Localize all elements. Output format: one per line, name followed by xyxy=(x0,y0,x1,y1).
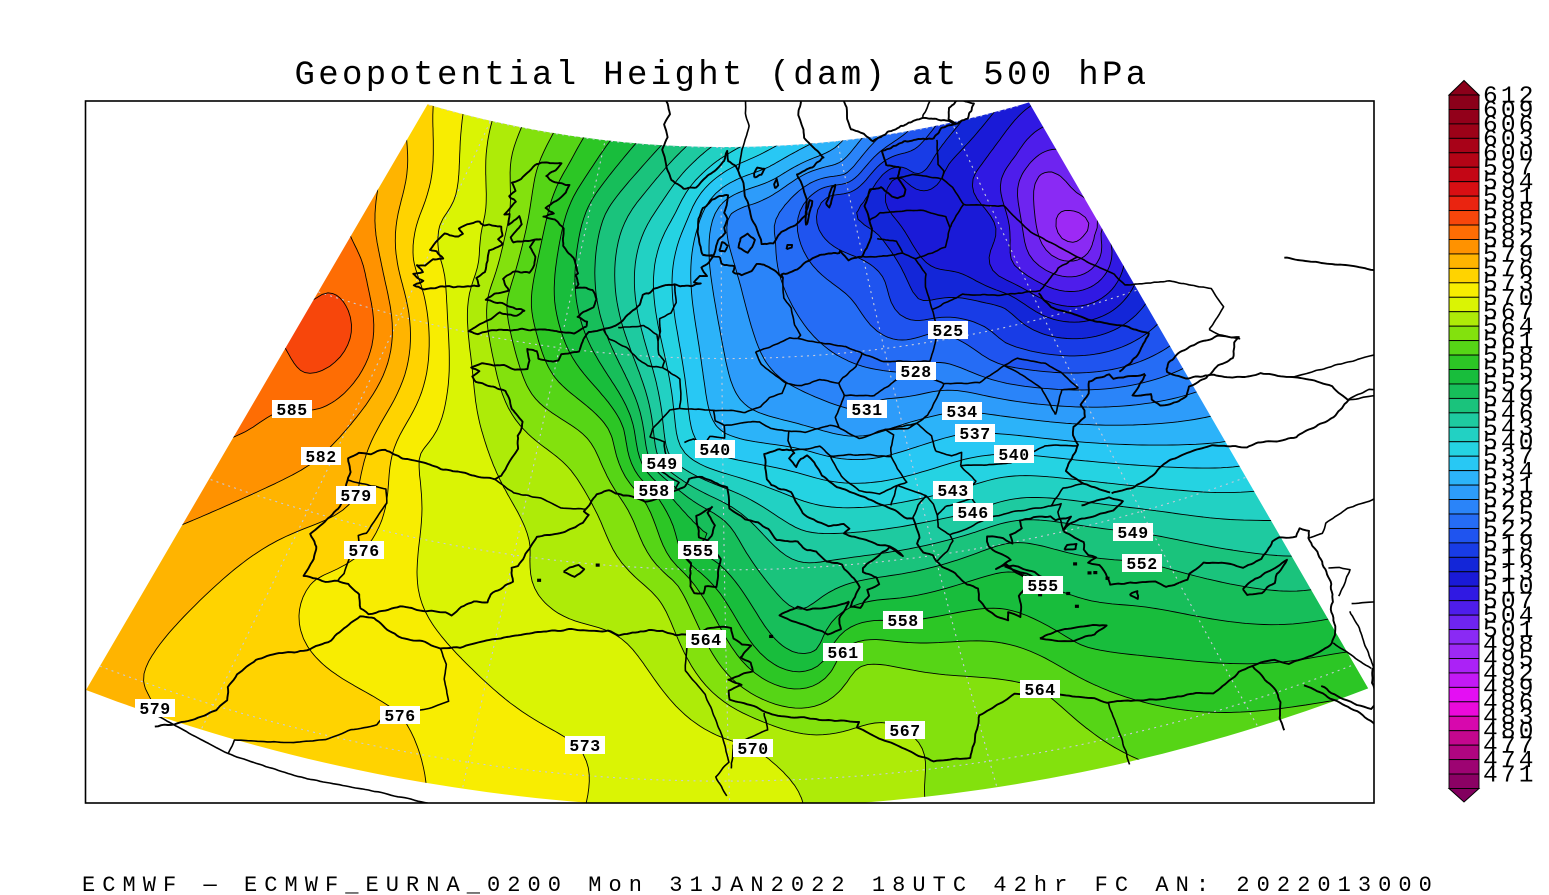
svg-text:516: 516 xyxy=(1483,546,1537,573)
svg-text:ECMWF — ECMWF_EURNA_0200 Mon 3: ECMWF — ECMWF_EURNA_0200 Mon 31JAN2022 1… xyxy=(82,873,1439,895)
svg-text:582: 582 xyxy=(1483,228,1537,255)
svg-text:519: 519 xyxy=(1483,531,1537,558)
svg-text:480: 480 xyxy=(1483,719,1537,746)
svg-text:609: 609 xyxy=(1483,98,1537,125)
svg-text:564: 564 xyxy=(690,631,721,650)
svg-text:594: 594 xyxy=(1483,170,1537,197)
svg-text:564: 564 xyxy=(1483,315,1537,342)
svg-text:600: 600 xyxy=(1483,141,1537,168)
svg-text:531: 531 xyxy=(1483,474,1537,501)
svg-text:534: 534 xyxy=(1483,459,1537,486)
svg-text:546: 546 xyxy=(1483,401,1537,428)
svg-text:576: 576 xyxy=(384,707,415,726)
svg-text:489: 489 xyxy=(1483,676,1537,703)
svg-text:549: 549 xyxy=(1483,387,1537,414)
svg-text:528: 528 xyxy=(900,363,931,382)
svg-text:558: 558 xyxy=(1483,344,1537,371)
svg-text:513: 513 xyxy=(1483,560,1537,587)
svg-text:483: 483 xyxy=(1483,705,1537,732)
svg-text:612: 612 xyxy=(1483,84,1537,111)
svg-text:555: 555 xyxy=(1483,358,1537,385)
svg-text:591: 591 xyxy=(1483,185,1537,212)
svg-text:549: 549 xyxy=(1117,524,1148,543)
svg-text:579: 579 xyxy=(340,487,371,506)
svg-text:543: 543 xyxy=(937,482,968,501)
svg-text:537: 537 xyxy=(1483,445,1537,472)
svg-text:573: 573 xyxy=(1483,271,1537,298)
svg-text:576: 576 xyxy=(348,542,379,561)
svg-text:555: 555 xyxy=(1027,577,1058,596)
svg-text:543: 543 xyxy=(1483,416,1537,443)
svg-text:603: 603 xyxy=(1483,127,1537,154)
svg-text:Geopotential Height (dam) at 5: Geopotential Height (dam) at 500 hPa xyxy=(294,57,1149,95)
svg-text:585: 585 xyxy=(276,401,307,420)
svg-text:546: 546 xyxy=(957,504,988,523)
svg-text:567: 567 xyxy=(889,722,920,741)
svg-text:579: 579 xyxy=(1483,242,1537,269)
svg-text:486: 486 xyxy=(1483,690,1537,717)
svg-text:570: 570 xyxy=(737,740,768,759)
svg-text:540: 540 xyxy=(1483,430,1537,457)
svg-text:540: 540 xyxy=(998,446,1029,465)
svg-text:606: 606 xyxy=(1483,112,1537,139)
svg-text:507: 507 xyxy=(1483,589,1537,616)
svg-text:597: 597 xyxy=(1483,156,1537,183)
svg-text:564: 564 xyxy=(1024,681,1055,700)
svg-text:498: 498 xyxy=(1483,633,1537,660)
svg-text:561: 561 xyxy=(827,644,858,663)
svg-text:504: 504 xyxy=(1483,604,1537,631)
svg-text:528: 528 xyxy=(1483,488,1537,515)
svg-text:534: 534 xyxy=(946,403,977,422)
svg-text:492: 492 xyxy=(1483,661,1537,688)
svg-text:561: 561 xyxy=(1483,329,1537,356)
svg-text:537: 537 xyxy=(959,425,990,444)
svg-text:567: 567 xyxy=(1483,300,1537,327)
svg-text:585: 585 xyxy=(1483,214,1537,241)
svg-text:573: 573 xyxy=(569,737,600,756)
svg-text:558: 558 xyxy=(887,612,918,631)
svg-text:471: 471 xyxy=(1483,763,1537,790)
svg-text:531: 531 xyxy=(851,401,882,420)
svg-text:549: 549 xyxy=(646,455,677,474)
svg-text:501: 501 xyxy=(1483,618,1537,645)
svg-text:582: 582 xyxy=(305,448,336,467)
svg-text:576: 576 xyxy=(1483,257,1537,284)
svg-text:474: 474 xyxy=(1483,748,1537,775)
svg-text:510: 510 xyxy=(1483,575,1537,602)
svg-text:525: 525 xyxy=(932,322,963,341)
svg-text:588: 588 xyxy=(1483,199,1537,226)
svg-text:525: 525 xyxy=(1483,503,1537,530)
svg-text:558: 558 xyxy=(638,482,669,501)
svg-text:579: 579 xyxy=(139,700,170,719)
svg-text:495: 495 xyxy=(1483,647,1537,674)
svg-text:552: 552 xyxy=(1126,555,1157,574)
svg-text:555: 555 xyxy=(682,542,713,561)
svg-text:552: 552 xyxy=(1483,373,1537,400)
svg-text:570: 570 xyxy=(1483,286,1537,313)
svg-text:477: 477 xyxy=(1483,734,1537,761)
svg-text:540: 540 xyxy=(699,441,730,460)
svg-text:522: 522 xyxy=(1483,517,1537,544)
